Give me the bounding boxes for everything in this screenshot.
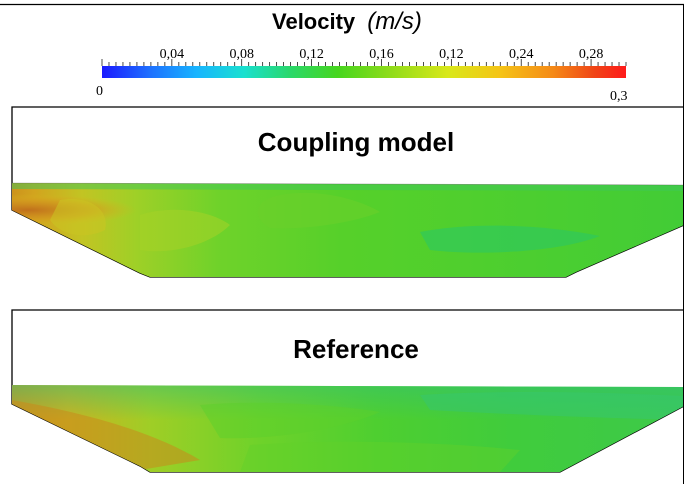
colorbar-max-label: 0,3	[610, 89, 628, 104]
colorbar-tick-label: 0,04	[160, 47, 185, 62]
colorbar-gradient	[102, 66, 626, 78]
colorbar-tick-label: 0,28	[579, 47, 604, 62]
colorbar-tick-label: 0,12	[439, 47, 464, 62]
legend-title-text: Velocity	[272, 9, 356, 34]
panel-coupling-model: Coupling model	[11, 106, 684, 278]
colorbar-tick-label: 0,16	[369, 47, 394, 62]
colorbar-ticks	[101, 59, 627, 66]
reference-velocity-field	[12, 385, 684, 472]
colorbar: 0,04 0,08 0,12 0,16 0,12 0,24 0,28 0 0,3	[96, 47, 628, 104]
panel-coupling-title: Coupling model	[258, 127, 454, 157]
legend-title: Velocity (m/s)	[272, 8, 422, 35]
panel-reference-title: Reference	[293, 334, 419, 364]
legend-unit: (m/s)	[367, 8, 422, 35]
colorbar-tick-label: 0,24	[509, 47, 534, 62]
panel-reference: Reference	[11, 309, 684, 473]
coupling-velocity-field	[12, 183, 684, 277]
colorbar-tick-label: 0,12	[299, 47, 324, 62]
colorbar-labels: 0,04 0,08 0,12 0,16 0,12 0,24 0,28	[160, 47, 604, 62]
colorbar-min-label: 0	[96, 84, 103, 99]
coupling-field-outline	[11, 182, 684, 186]
colorbar-tick-label: 0,08	[229, 47, 254, 62]
